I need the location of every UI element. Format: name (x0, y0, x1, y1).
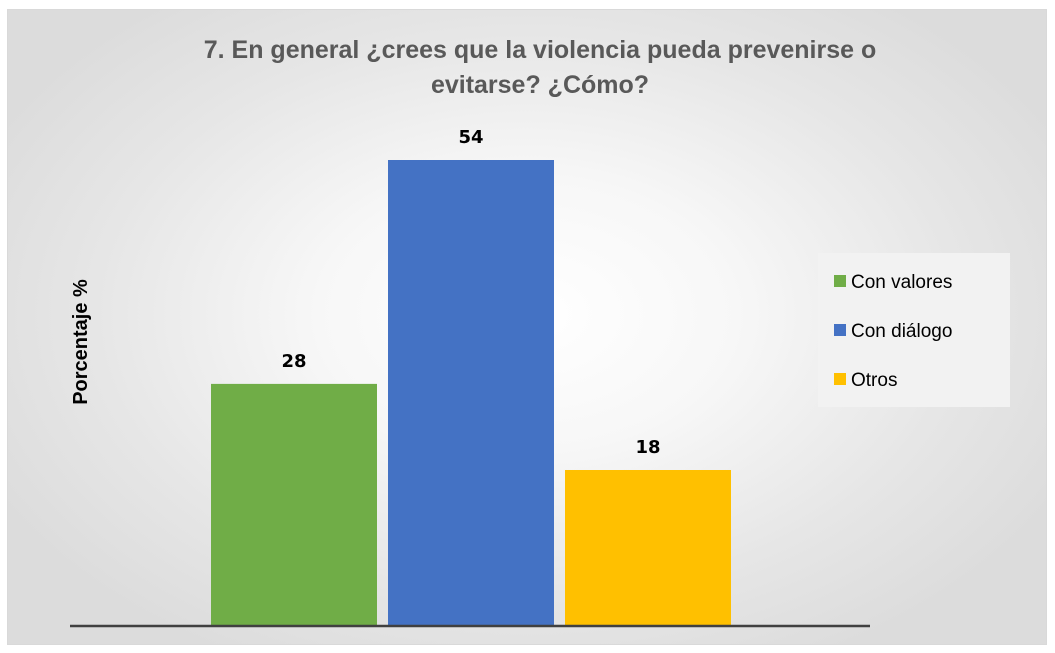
legend-swatch-1 (834, 275, 846, 287)
chart-title-line-1: 7. En general ¿crees que la violencia pu… (204, 36, 877, 64)
legend-label-3: Otros (851, 370, 897, 391)
legend-label-1: Con valores (851, 272, 952, 293)
legend: Con valores Con diálogo Otros (818, 253, 1010, 407)
legend-label-2: Con diálogo (851, 321, 952, 342)
legend-swatch-2 (834, 324, 846, 336)
y-axis-label: Porcentaje % (70, 279, 92, 405)
bar-2 (388, 160, 554, 625)
legend-items: Con valores Con diálogo Otros (834, 272, 952, 391)
data-label-2: 54 (458, 127, 483, 148)
legend-swatch-3 (834, 373, 846, 385)
bar-1 (211, 383, 377, 625)
bar-3 (565, 470, 731, 625)
chart-title-line-2: evitarse? ¿Cómo? (431, 71, 649, 99)
data-label-1: 28 (281, 351, 306, 372)
legend-box (818, 253, 1010, 407)
data-label-3: 18 (635, 437, 660, 458)
bars-group: 28 54 18 (211, 127, 731, 625)
